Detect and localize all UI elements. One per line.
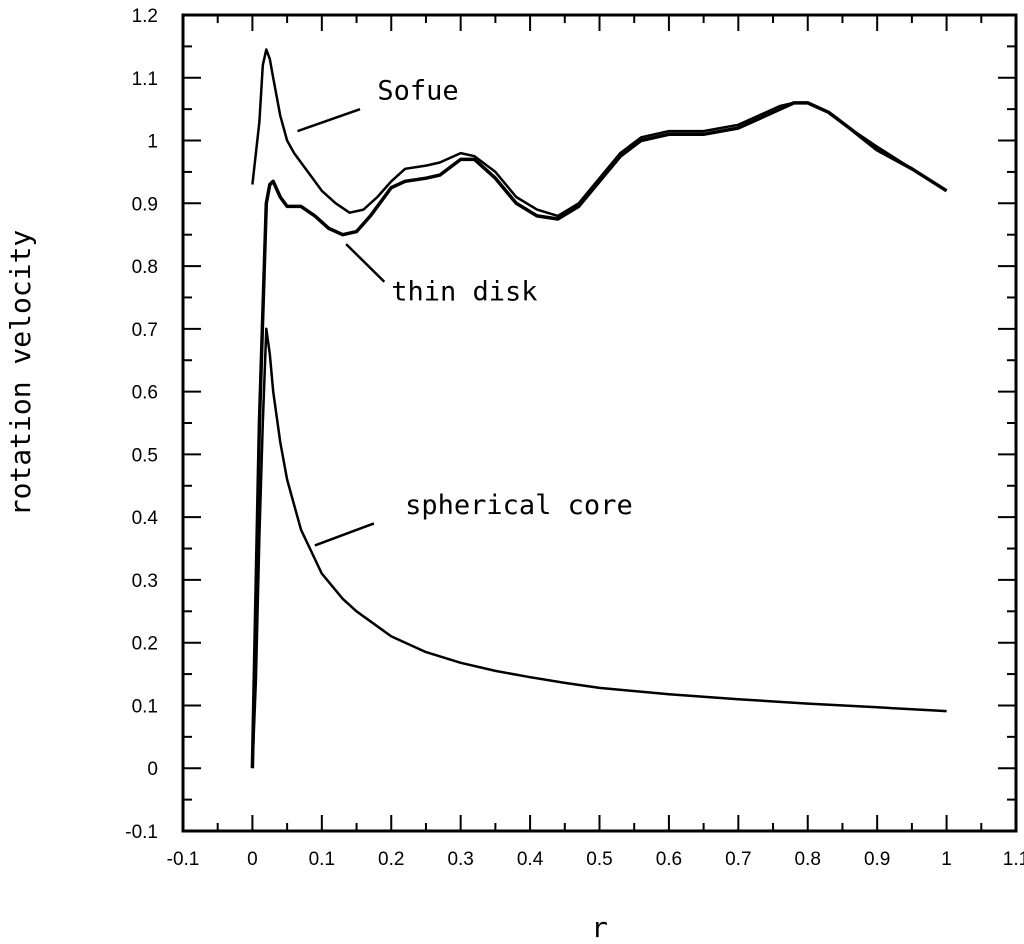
y-tick-label: 0.8 (132, 257, 158, 278)
y-tick-label: 0.9 (132, 194, 158, 215)
annotation-label: thin disk (391, 277, 537, 308)
annotation-label: Sofue (377, 76, 458, 107)
y-tick-label: 1.2 (132, 6, 158, 27)
y-axis-title: rotation velocity (4, 230, 37, 517)
x-tick-label: 0.2 (378, 849, 404, 870)
annotations: Sofue thin disk spherical core (297, 76, 633, 547)
y-tick-label: 0.6 (132, 383, 158, 404)
x-tick-label: 0.8 (795, 849, 821, 870)
y-tick-label: 0 (147, 759, 158, 780)
y-tick-label: 0.1 (132, 696, 158, 717)
x-tick-label: 0 (247, 849, 258, 870)
annotation-label: spherical core (405, 490, 633, 521)
y-tick-label: 0.4 (132, 508, 159, 529)
x-tick-label: 0.5 (586, 849, 612, 870)
annotation-leader-line (314, 522, 375, 547)
x-tick-labels: -0.1 0 0.1 0.2 0.3 0.4 0.5 0.6 0.7 0.8 0.9 1 1.1 (167, 849, 1024, 870)
x-tick-label: 0.7 (725, 849, 751, 870)
annotation-leader-line (345, 243, 386, 283)
series-line-thin-disk (250, 101, 948, 769)
x-tick-label: 0.1 (309, 849, 335, 870)
y-tick-label: -0.1 (125, 822, 158, 843)
x-axis-title: r (591, 911, 608, 944)
x-tick-label: 0.4 (517, 849, 544, 870)
plot-frame (181, 13, 1018, 833)
series-line-spherical-core (251, 327, 947, 769)
y-tick-labels: -0.1 0 0.1 0.2 0.3 0.4 0.5 0.6 0.7 0.8 0.9 1 1.1 1.2 (125, 6, 158, 843)
y-tick-label: 0.7 (132, 320, 158, 341)
y-tick-label: 1 (147, 132, 158, 153)
x-tick-label: 0.6 (656, 849, 682, 870)
y-tick-label: 1.1 (132, 69, 158, 90)
y-tick-label: 0.3 (132, 571, 158, 592)
x-tick-label: -0.1 (167, 849, 200, 870)
annotation-leader-line (297, 107, 361, 133)
series-lines (250, 48, 948, 769)
x-tick-label: 1.1 (1003, 849, 1024, 870)
series-line-sofue (251, 48, 948, 218)
x-tick-label: 1 (941, 849, 952, 870)
x-tick-label: 0.3 (447, 849, 473, 870)
y-tick-label: 0.2 (132, 634, 158, 655)
x-tick-label: 0.9 (864, 849, 890, 870)
y-tick-label: 0.5 (132, 445, 158, 466)
